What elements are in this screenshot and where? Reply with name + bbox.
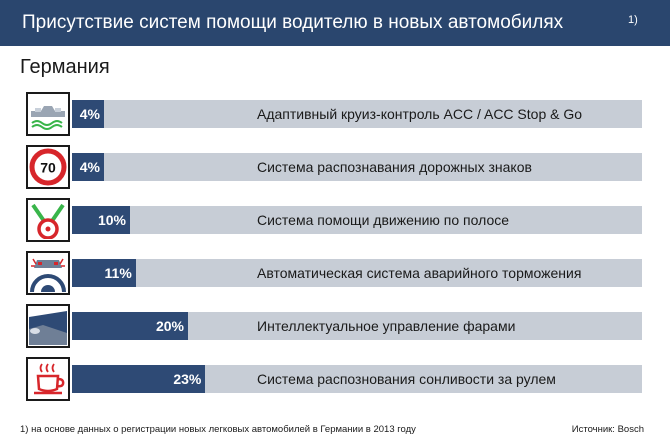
category-label: Система помощи движению по полосе (257, 212, 510, 228)
bar-value-label: 4% (79, 106, 100, 122)
bar-row: 70 4% Система распознавания дорожных знако… (0, 143, 670, 193)
bar (72, 153, 104, 181)
category-label: Интеллектуальное управление фарами (257, 318, 516, 334)
bar-row: 10% Система помощи движению по полосе (0, 196, 670, 246)
bar-track (72, 153, 642, 181)
adaptive-cruise-icon (26, 92, 70, 136)
bar (72, 259, 136, 287)
bar-track (72, 259, 642, 287)
bar-row: 23% Система распознования сонливости за р… (0, 355, 670, 405)
lane-assist-icon (26, 198, 70, 242)
category-label: Система распознования сонливости за руле… (257, 371, 556, 387)
chart-title: Присутствие систем помощи водителю в нов… (22, 12, 564, 33)
emergency-braking-icon (26, 251, 70, 295)
bar-value-label: 4% (79, 159, 100, 175)
footnote-text: 1) на основе данных о регистрации новых … (20, 424, 416, 435)
bar (72, 365, 206, 393)
category-label: Система распознавания дорожных знаков (257, 159, 532, 175)
bar-track (72, 100, 642, 128)
bar-row: 11% Автоматическая система аварийного тор… (0, 249, 670, 299)
coffee-cup-icon (26, 357, 70, 401)
category-label: Адаптивный круиз-контроль ACC / ACC Stop… (257, 106, 583, 122)
bar-track (72, 206, 642, 234)
chart-subtitle: Германия (20, 56, 110, 78)
source-text: Источник: Bosch (571, 424, 644, 435)
bar-value-label: 11% (104, 265, 132, 281)
bar-value-label: 23% (173, 371, 202, 387)
footnote-mark: 1) (628, 14, 638, 26)
bar-value-label: 10% (97, 212, 126, 228)
bar-value-label: 20% (155, 318, 184, 334)
header-banner: Присутствие систем помощи водителю в нов… (0, 0, 670, 46)
bar (72, 206, 130, 234)
speed-limit-sign-icon: 70 (26, 145, 70, 189)
bar (72, 312, 188, 340)
headlight-icon (26, 304, 70, 348)
svg-text:70: 70 (40, 160, 56, 176)
category-label: Автоматическая система аварийного тормож… (257, 265, 582, 281)
bar-row: 20% Интеллектуальное управление фарами (0, 302, 670, 352)
bar (72, 100, 104, 128)
bar-row: 4% Адаптивный круиз-контроль ACC / ACC St… (0, 90, 670, 140)
